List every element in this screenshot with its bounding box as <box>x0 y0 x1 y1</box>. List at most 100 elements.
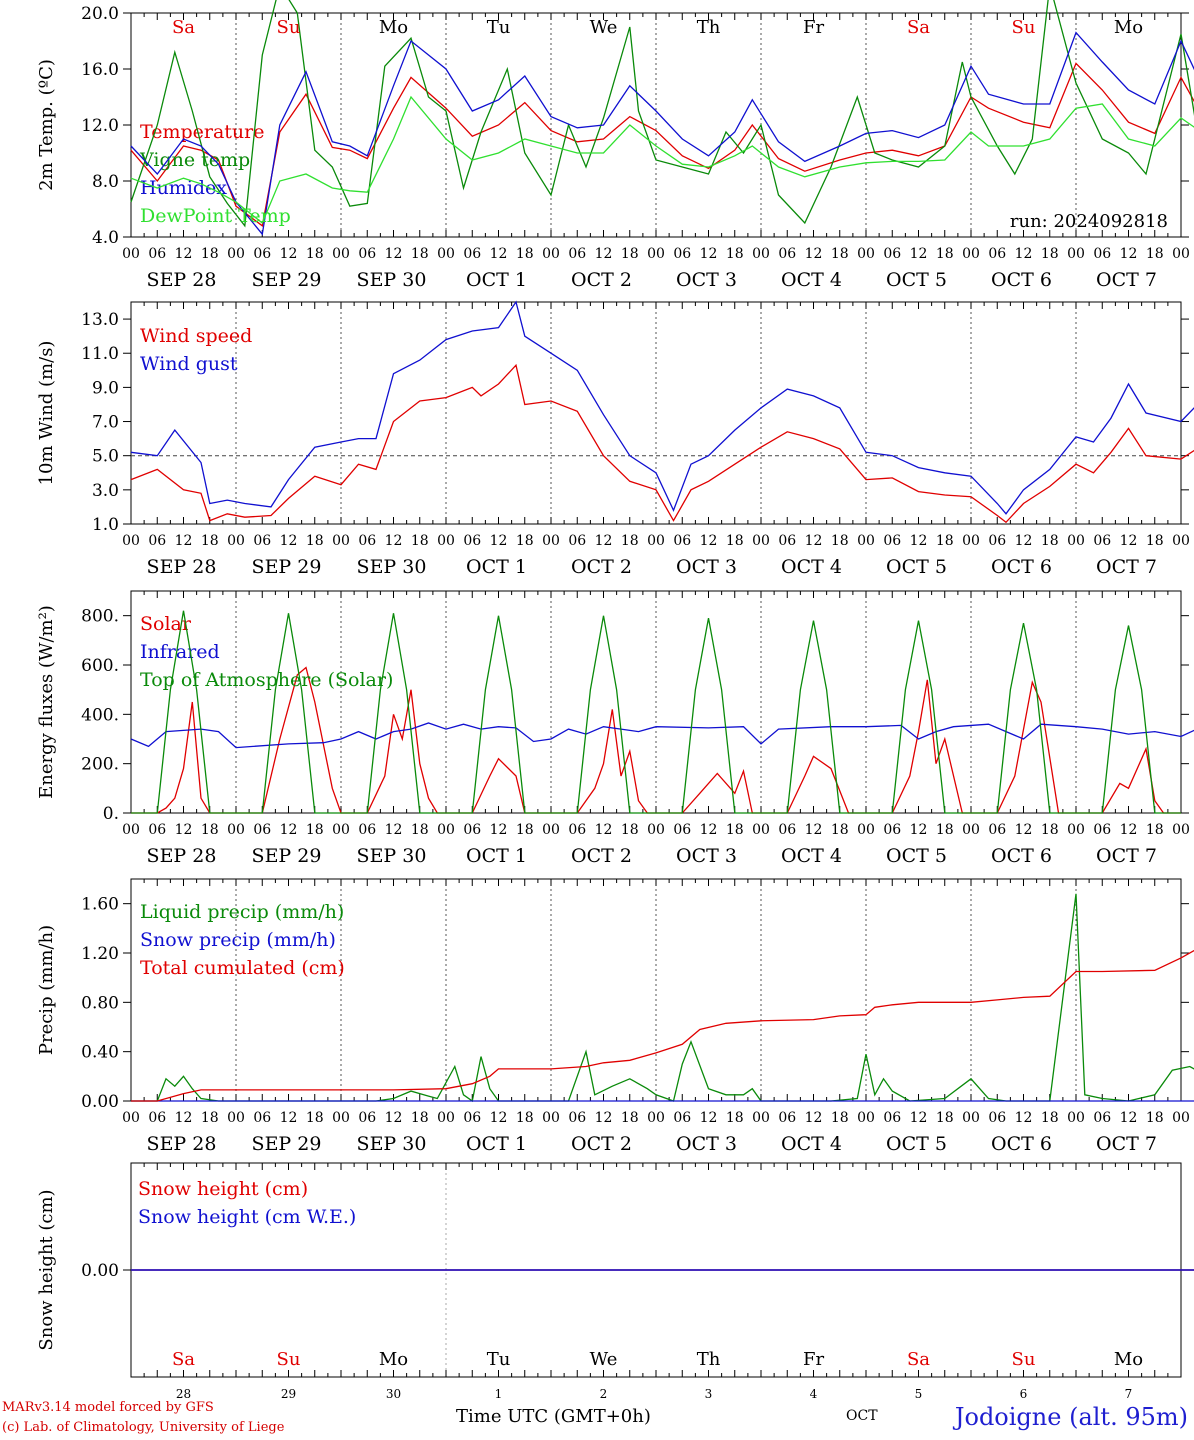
y-tick-label: 0. <box>103 804 119 824</box>
day-label: OCT 4 <box>781 1133 842 1155</box>
y-tick-label: 9.0 <box>92 378 119 398</box>
day-label: OCT 2 <box>571 845 632 867</box>
day-label: SEP 28 <box>147 269 217 291</box>
hour-label: 12 <box>805 1110 823 1126</box>
day-label: OCT 7 <box>1096 269 1157 291</box>
series-line <box>130 363 1194 524</box>
legend-entry: Snow height (cm) <box>138 1178 308 1200</box>
day-label: OCT 6 <box>991 845 1052 867</box>
legend-entry: DewPoint Temp <box>140 205 291 227</box>
hour-label: 06 <box>463 533 481 549</box>
hour-label: 06 <box>988 1110 1006 1126</box>
weekday-label: Sa <box>907 1349 930 1370</box>
hour-label: 12 <box>1015 533 1033 549</box>
legend-entry: Humidex <box>140 177 227 199</box>
legend-entry: Snow height (cm W.E.) <box>138 1206 356 1228</box>
hour-label: 00 <box>647 822 665 838</box>
hour-label: 12 <box>700 533 718 549</box>
hour-label: 00 <box>752 246 770 262</box>
series-line <box>131 949 1194 1102</box>
day-label: SEP 30 <box>357 1133 427 1155</box>
hour-label: 18 <box>726 533 744 549</box>
y-axis-label: 2m Temp. (ºC) <box>36 59 57 191</box>
hour-label: 06 <box>568 246 586 262</box>
weekday-label: Su <box>1012 17 1036 38</box>
day-label: SEP 30 <box>357 269 427 291</box>
hour-label: 06 <box>673 246 691 262</box>
y-tick-label: 0.80 <box>81 993 119 1013</box>
day-label: OCT 6 <box>991 1133 1052 1155</box>
hour-label: 12 <box>1015 822 1033 838</box>
hour-label: 18 <box>936 533 954 549</box>
hour-label: 00 <box>752 822 770 838</box>
day-label: OCT 5 <box>886 269 947 291</box>
hour-label: 18 <box>726 822 744 838</box>
hour-label: 06 <box>148 1110 166 1126</box>
hour-label: 06 <box>673 822 691 838</box>
credit-line-1: MARv3.14 model forced by GFS <box>2 1400 214 1415</box>
day-label: OCT 4 <box>781 269 842 291</box>
hour-label: 12 <box>595 1110 613 1126</box>
hour-label: 12 <box>280 1110 298 1126</box>
y-tick-label: 4.0 <box>92 228 119 248</box>
bottom-day-label: 30 <box>386 1387 401 1401</box>
hour-label: 00 <box>227 533 245 549</box>
hour-label: 12 <box>280 533 298 549</box>
hour-label: 00 <box>1172 1110 1190 1126</box>
hour-label: 06 <box>148 822 166 838</box>
hour-label: 18 <box>201 246 219 262</box>
hour-label: 06 <box>778 822 796 838</box>
series-line <box>130 300 1194 515</box>
y-tick-label: 3.0 <box>92 481 119 501</box>
day-label: OCT 7 <box>1096 556 1157 578</box>
day-label: OCT 3 <box>676 845 737 867</box>
hour-label: 06 <box>253 246 271 262</box>
hour-label: 18 <box>621 822 639 838</box>
hour-label: 00 <box>437 822 455 838</box>
hour-label: 12 <box>910 1110 928 1126</box>
hour-label: 18 <box>516 533 534 549</box>
hour-label: 18 <box>831 246 849 262</box>
hour-label: 00 <box>542 533 560 549</box>
day-label: OCT 3 <box>676 1133 737 1155</box>
legend-entry: Infrared <box>140 641 220 663</box>
bottom-day-label: 3 <box>705 1387 713 1401</box>
hour-label: 06 <box>568 822 586 838</box>
y-tick-label: 12.0 <box>81 116 119 136</box>
y-tick-label: 0.00 <box>81 1092 119 1112</box>
hour-label: 18 <box>306 1110 324 1126</box>
hour-label: 00 <box>962 1110 980 1126</box>
hour-label: 18 <box>201 533 219 549</box>
weekday-label: Fr <box>803 17 824 38</box>
day-label: OCT 5 <box>886 556 947 578</box>
day-label: SEP 28 <box>147 1133 217 1155</box>
hour-label: 18 <box>726 246 744 262</box>
hour-label: 00 <box>1067 246 1085 262</box>
y-tick-label: 5.0 <box>92 447 119 467</box>
bottom-day-label: 7 <box>1125 1387 1133 1401</box>
hour-label: 12 <box>385 822 403 838</box>
day-label: OCT 2 <box>571 1133 632 1155</box>
hour-label: 12 <box>175 246 193 262</box>
y-tick-label: 0.40 <box>81 1043 119 1063</box>
weekday-label: We <box>590 1349 618 1370</box>
hour-label: 18 <box>411 822 429 838</box>
hour-label: 06 <box>778 1110 796 1126</box>
hour-label: 06 <box>148 533 166 549</box>
hour-label: 06 <box>253 822 271 838</box>
weekday-label: Su <box>1012 1349 1036 1370</box>
hour-label: 12 <box>595 533 613 549</box>
y-tick-label: 1.0 <box>92 515 119 535</box>
y-tick-label: 16.0 <box>81 60 119 80</box>
hour-label: 12 <box>280 822 298 838</box>
hour-label: 00 <box>857 533 875 549</box>
hour-label: 06 <box>673 1110 691 1126</box>
hour-label: 12 <box>175 822 193 838</box>
hour-label: 00 <box>227 246 245 262</box>
legend-entry: Top of Atmosphere (Solar) <box>140 669 393 691</box>
hour-label: 00 <box>647 246 665 262</box>
day-label: OCT 3 <box>676 556 737 578</box>
hour-label: 00 <box>857 1110 875 1126</box>
day-label: SEP 30 <box>357 556 427 578</box>
